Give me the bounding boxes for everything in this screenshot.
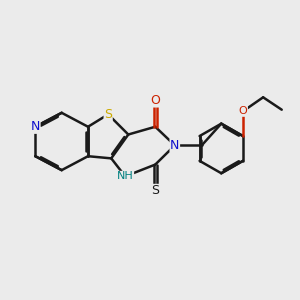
- Text: NH: NH: [117, 171, 134, 181]
- Text: O: O: [238, 106, 247, 116]
- Text: O: O: [150, 94, 160, 107]
- Text: S: S: [151, 184, 159, 197]
- Text: S: S: [104, 108, 112, 121]
- Text: N: N: [170, 139, 179, 152]
- Text: N: N: [31, 120, 40, 133]
